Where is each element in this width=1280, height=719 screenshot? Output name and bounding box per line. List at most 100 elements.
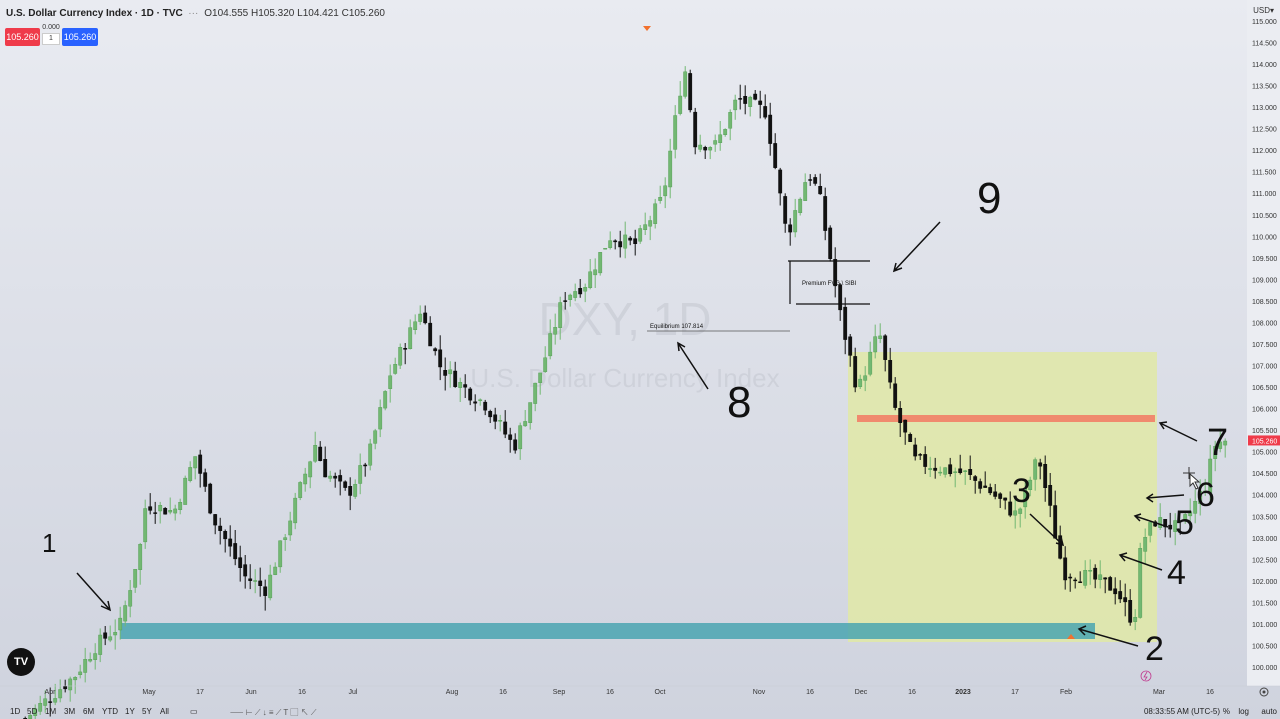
- candle-body: [593, 269, 598, 276]
- arrow-8: [677, 341, 709, 390]
- settings-gear-icon[interactable]: [1259, 687, 1269, 697]
- candle-body: [138, 544, 143, 570]
- auto-toggle[interactable]: auto: [1261, 707, 1277, 716]
- candle-body: [1083, 570, 1088, 586]
- candle-body: [473, 401, 478, 404]
- timeframe-3m[interactable]: 3M: [64, 707, 76, 716]
- sell-button[interactable]: 105.260: [5, 28, 40, 46]
- price-tick: 104.500: [1252, 471, 1277, 478]
- timeframe-1m[interactable]: 1M: [45, 707, 57, 716]
- candle-body: [583, 287, 588, 292]
- candle-body: [983, 485, 988, 488]
- currency-selector[interactable]: USD▾: [1253, 6, 1274, 15]
- price-tick: 111.000: [1252, 191, 1276, 198]
- premium-fvg-label: Premium FVG \ SIBI: [802, 281, 857, 287]
- time-tick: Feb: [1060, 689, 1072, 696]
- more-dots-icon[interactable]: ···: [185, 8, 199, 19]
- candle-body: [303, 473, 308, 485]
- candle-body: [243, 564, 248, 577]
- price-tick: 104.000: [1252, 493, 1277, 500]
- time-tick: Jun: [245, 689, 256, 696]
- candle-body: [278, 540, 283, 568]
- candle-body: [543, 357, 548, 372]
- timeframe-1y[interactable]: 1Y: [125, 707, 135, 716]
- candle-body: [258, 580, 263, 587]
- price-tick: 100.000: [1252, 665, 1277, 672]
- log-toggle[interactable]: log: [1238, 707, 1249, 716]
- time-axis[interactable]: Apr May 17 Jun 16 Jul Aug 16 Sep 16 Oct Nov 16 Dec 16 2…: [45, 689, 1214, 696]
- timeframe-5d[interactable]: 5D: [27, 707, 38, 716]
- candle-body: [613, 240, 618, 243]
- candle-body: [783, 196, 788, 224]
- quantity-input[interactable]: 1: [42, 33, 60, 45]
- candle-body: [888, 360, 893, 383]
- candle-body: [1008, 501, 1013, 516]
- candle-body: [1063, 557, 1068, 581]
- price-tick: 107.000: [1252, 364, 1277, 371]
- candle-body: [503, 421, 508, 435]
- candle-body: [488, 411, 493, 418]
- candles: [23, 66, 1228, 719]
- candle-body: [428, 322, 433, 347]
- price-tick: 115.000: [1252, 19, 1277, 26]
- num-3: 3: [1012, 472, 1031, 510]
- candle-body: [1053, 505, 1058, 539]
- watermark-name: U.S. Dollar Currency Index: [470, 363, 779, 393]
- candle-body: [1213, 446, 1218, 459]
- candle-body: [253, 580, 258, 582]
- time-tick: 17: [1011, 689, 1019, 696]
- candle-body: [453, 370, 458, 388]
- candle-body: [948, 464, 953, 475]
- arrow-1: [76, 572, 112, 612]
- candle-body: [238, 557, 243, 568]
- timeframe-ytd[interactable]: YTD: [102, 707, 118, 716]
- candle-body: [928, 468, 933, 470]
- candle-body: [693, 111, 698, 148]
- fvg-lines: [788, 260, 870, 305]
- timeframe-6m[interactable]: 6M: [83, 707, 95, 716]
- num-2: 2: [1145, 630, 1164, 668]
- candle-body: [378, 407, 383, 430]
- candle-body: [958, 468, 963, 474]
- candle-body: [1128, 600, 1133, 623]
- candle-body: [1123, 597, 1128, 603]
- candle-body: [653, 203, 658, 224]
- price-tick: 112.000: [1252, 148, 1277, 155]
- num-6: 6: [1196, 476, 1215, 514]
- time-display[interactable]: 08:33:55 AM (UTC-5): [1143, 707, 1220, 716]
- candle-body: [1118, 591, 1123, 600]
- timeframe-1d[interactable]: 1D: [10, 707, 21, 716]
- timeframe-5y[interactable]: 5Y: [142, 707, 152, 716]
- candle-body: [953, 471, 958, 473]
- price-tick: 102.500: [1252, 557, 1277, 564]
- price-axis[interactable]: 100.000 100.500 101.000 101.500 102.000 102.5…: [1252, 19, 1277, 672]
- candle-body: [793, 210, 798, 233]
- candle-body: [683, 71, 688, 97]
- symbol-title[interactable]: U.S. Dollar Currency Index · 1D · TVC: [6, 8, 183, 19]
- candle-body: [763, 106, 768, 118]
- time-tick: 2023: [955, 689, 971, 696]
- num-5: 5: [1175, 504, 1194, 542]
- candle-body: [1028, 479, 1033, 491]
- candle-body: [838, 284, 843, 311]
- candle-body: [538, 372, 543, 383]
- hand-numbers: 1 2 3 4 5 6 7 8 9: [42, 174, 1228, 668]
- time-tick: Jul: [349, 689, 358, 696]
- price-tick: 101.500: [1252, 600, 1277, 607]
- candle-body: [323, 459, 328, 478]
- candle-body: [373, 430, 378, 444]
- buy-button[interactable]: 105.260: [62, 28, 98, 46]
- timeframe-all[interactable]: All: [160, 707, 169, 716]
- tradingview-logo-icon[interactable]: TV: [7, 648, 35, 676]
- percent-toggle[interactable]: %: [1222, 707, 1230, 716]
- candle-body: [558, 302, 563, 328]
- candle-body: [53, 698, 58, 703]
- drawing-tools-icons[interactable]: ⸺ ⊢ ⟋ ↓ ≡ ⟋ T ▢ ↖ ⟋: [230, 708, 317, 717]
- lightning-icon[interactable]: [1140, 670, 1152, 682]
- calendar-icon[interactable]: ▭: [190, 707, 198, 716]
- price-tick: 100.500: [1252, 644, 1277, 651]
- time-tick: 16: [298, 689, 306, 696]
- candle-body: [1208, 458, 1213, 493]
- candle-body: [73, 677, 78, 681]
